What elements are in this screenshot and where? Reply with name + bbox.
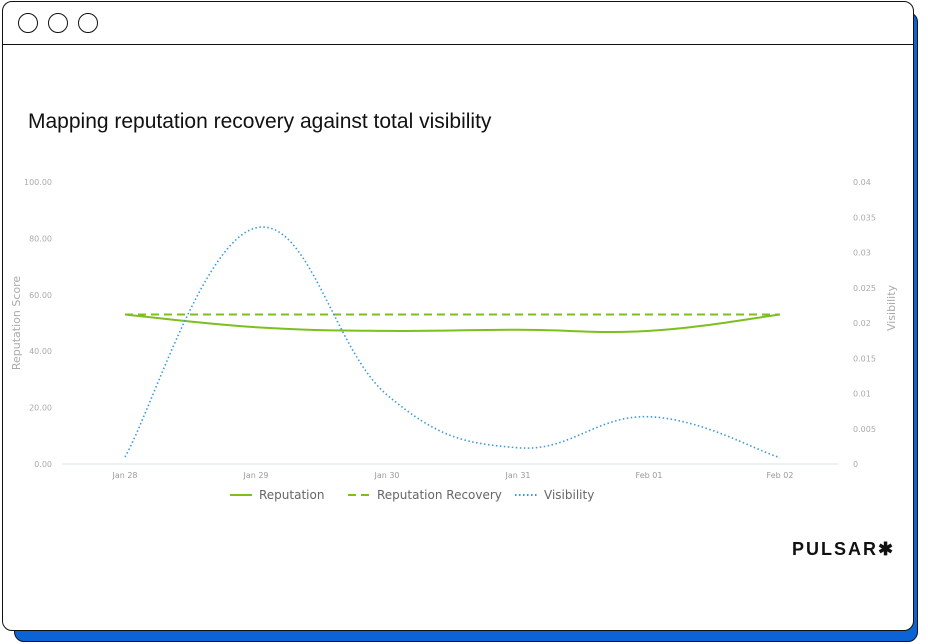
y-tick-label: 80.00 (29, 234, 52, 243)
y2-tick-label: 0.005 (853, 425, 876, 434)
x-tick-label: Jan 31 (504, 471, 530, 480)
legend-label: Reputation (259, 488, 324, 502)
legend-label: Reputation Recovery (377, 488, 502, 502)
x-tick-label: Feb 02 (767, 471, 794, 480)
series-line-reputation (124, 313, 781, 334)
y-tick-label: 60.00 (29, 291, 52, 300)
y2-tick-label: 0.025 (853, 284, 876, 293)
y-tick-label: 100.00 (24, 178, 52, 187)
x-tick-label: Jan 29 (242, 471, 268, 480)
chart-title: Mapping reputation recovery against tota… (28, 110, 492, 133)
window-control-circle[interactable] (18, 13, 38, 33)
window-control-circle[interactable] (78, 13, 98, 33)
y2-tick-label: 0.01 (853, 390, 871, 399)
x-tick-label: Jan 30 (373, 471, 399, 480)
y2-tick-label: 0.04 (853, 178, 871, 187)
y2-tick-label: 0.03 (853, 249, 871, 258)
y-tick-label: 0.00 (34, 460, 52, 469)
legend-label: Visibility (544, 488, 594, 502)
series-line-visibility (124, 226, 781, 459)
y2-tick-label: 0.035 (853, 213, 876, 222)
y-tick-label: 20.00 (29, 404, 52, 413)
y2-tick-label: 0.015 (853, 354, 876, 363)
y-axis-label: Reputation Score (10, 276, 23, 371)
y-tick-label: 40.00 (29, 347, 52, 356)
y2-tick-label: 0.02 (853, 319, 871, 328)
window-control-circle[interactable] (48, 13, 68, 33)
x-tick-label: Jan 28 (111, 471, 137, 480)
y2-axis-label: Visibility (885, 284, 898, 331)
title-bar (3, 2, 913, 45)
window (2, 1, 914, 631)
y2-tick-label: 0 (853, 460, 858, 469)
x-tick-label: Feb 01 (636, 471, 663, 480)
pulsar-logo: PULSAR✱ (792, 539, 896, 559)
